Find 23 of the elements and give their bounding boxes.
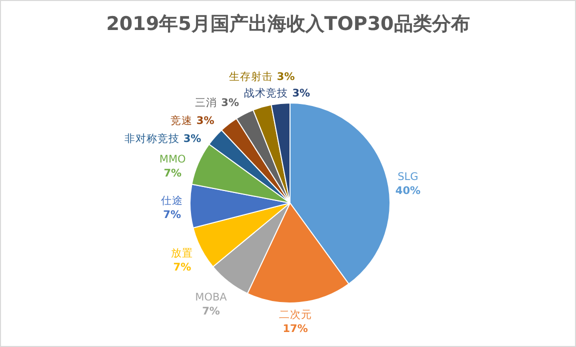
slice-label: 战术竞技 (244, 86, 288, 100)
data-label: 3% (183, 132, 202, 145)
data-label: 17% (282, 322, 308, 335)
slice-label: 非对称竞技 (124, 132, 180, 145)
slice-label: SLG (398, 171, 418, 184)
data-label: 3% (276, 71, 296, 84)
data-label: 3% (221, 97, 240, 110)
slice-label: 放置 (171, 247, 194, 260)
slice-label: MOBA (195, 291, 228, 304)
slice-label: 生存射击 (228, 70, 273, 84)
slice-label: 二次元 (278, 308, 312, 321)
data-label: 7% (202, 305, 220, 318)
data-label: 7% (164, 167, 182, 180)
data-label: 7% (173, 261, 192, 274)
slice-label: MMO (159, 153, 186, 166)
data-label: 3% (292, 87, 311, 100)
data-label: 3% (196, 115, 215, 128)
slice-label: 竞速 (170, 114, 192, 128)
slice-label: 仕途 (161, 194, 184, 207)
data-label: 40% (395, 185, 422, 198)
slice-label: 三消 (195, 96, 218, 110)
chart-title: 2019年5月国产出海收入TOP30品类分布 (106, 13, 470, 35)
data-label: 7% (163, 208, 182, 221)
